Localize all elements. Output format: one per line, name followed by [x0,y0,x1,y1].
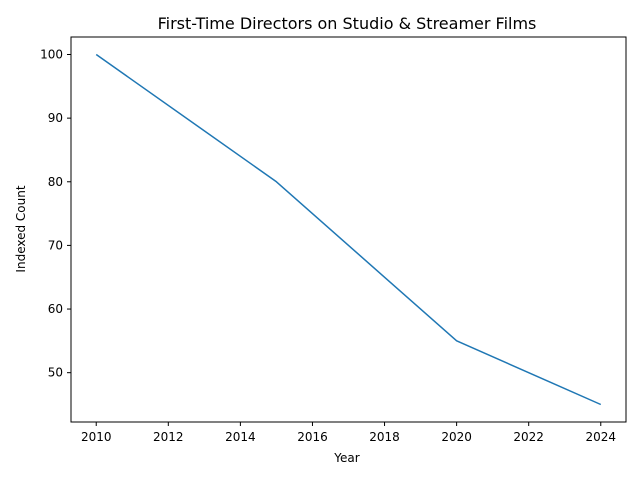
x-tick-label: 2020 [441,430,472,444]
series-line-0 [95,53,602,406]
y-tick-label: 100 [40,48,63,62]
x-tick-label: 2022 [513,430,544,444]
x-tick-label: 2018 [369,430,400,444]
x-tick-label: 2024 [585,430,616,444]
plot-frame [70,36,627,423]
chart-title: First-Time Directors on Studio & Streame… [158,14,537,33]
x-tick-label: 2012 [153,430,184,444]
x-tick-label: 2010 [81,430,112,444]
plot-area [95,53,602,406]
y-axis-label: Indexed Count [14,185,28,272]
y-axis-ticks: 50 60 70 80 90 100 [40,48,71,380]
y-tick-label: 50 [48,366,63,380]
x-tick-label: 2016 [297,430,328,444]
y-tick-label: 60 [48,302,63,316]
x-tick-label: 2014 [225,430,256,444]
x-axis-ticks: 2010 2012 2014 2016 2018 2020 2022 2024 [81,422,616,444]
y-tick-label: 80 [48,175,63,189]
y-tick-label: 90 [48,111,63,125]
x-axis-label: Year [333,451,359,465]
y-tick-label: 70 [48,238,63,252]
